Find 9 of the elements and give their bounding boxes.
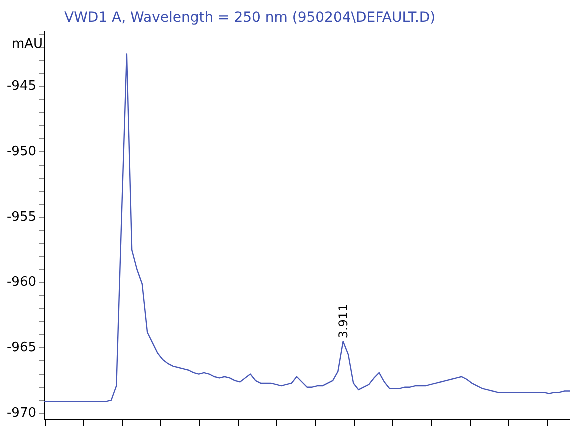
y-tick-label: -955: [6, 210, 37, 225]
y-axis-title: mAU: [12, 37, 44, 52]
y-tick-label: -945: [6, 79, 37, 94]
y-tick-label: -970: [6, 406, 37, 421]
y-tick-label: -965: [6, 340, 37, 356]
y-tick-label: -960: [6, 275, 37, 290]
y-tick-label: -950: [6, 144, 37, 160]
chart-title: VWD1 A, Wavelength = 250 nm (950204\DEFAULT.D): [64, 10, 436, 26]
annotation: 3.911: [336, 304, 350, 339]
